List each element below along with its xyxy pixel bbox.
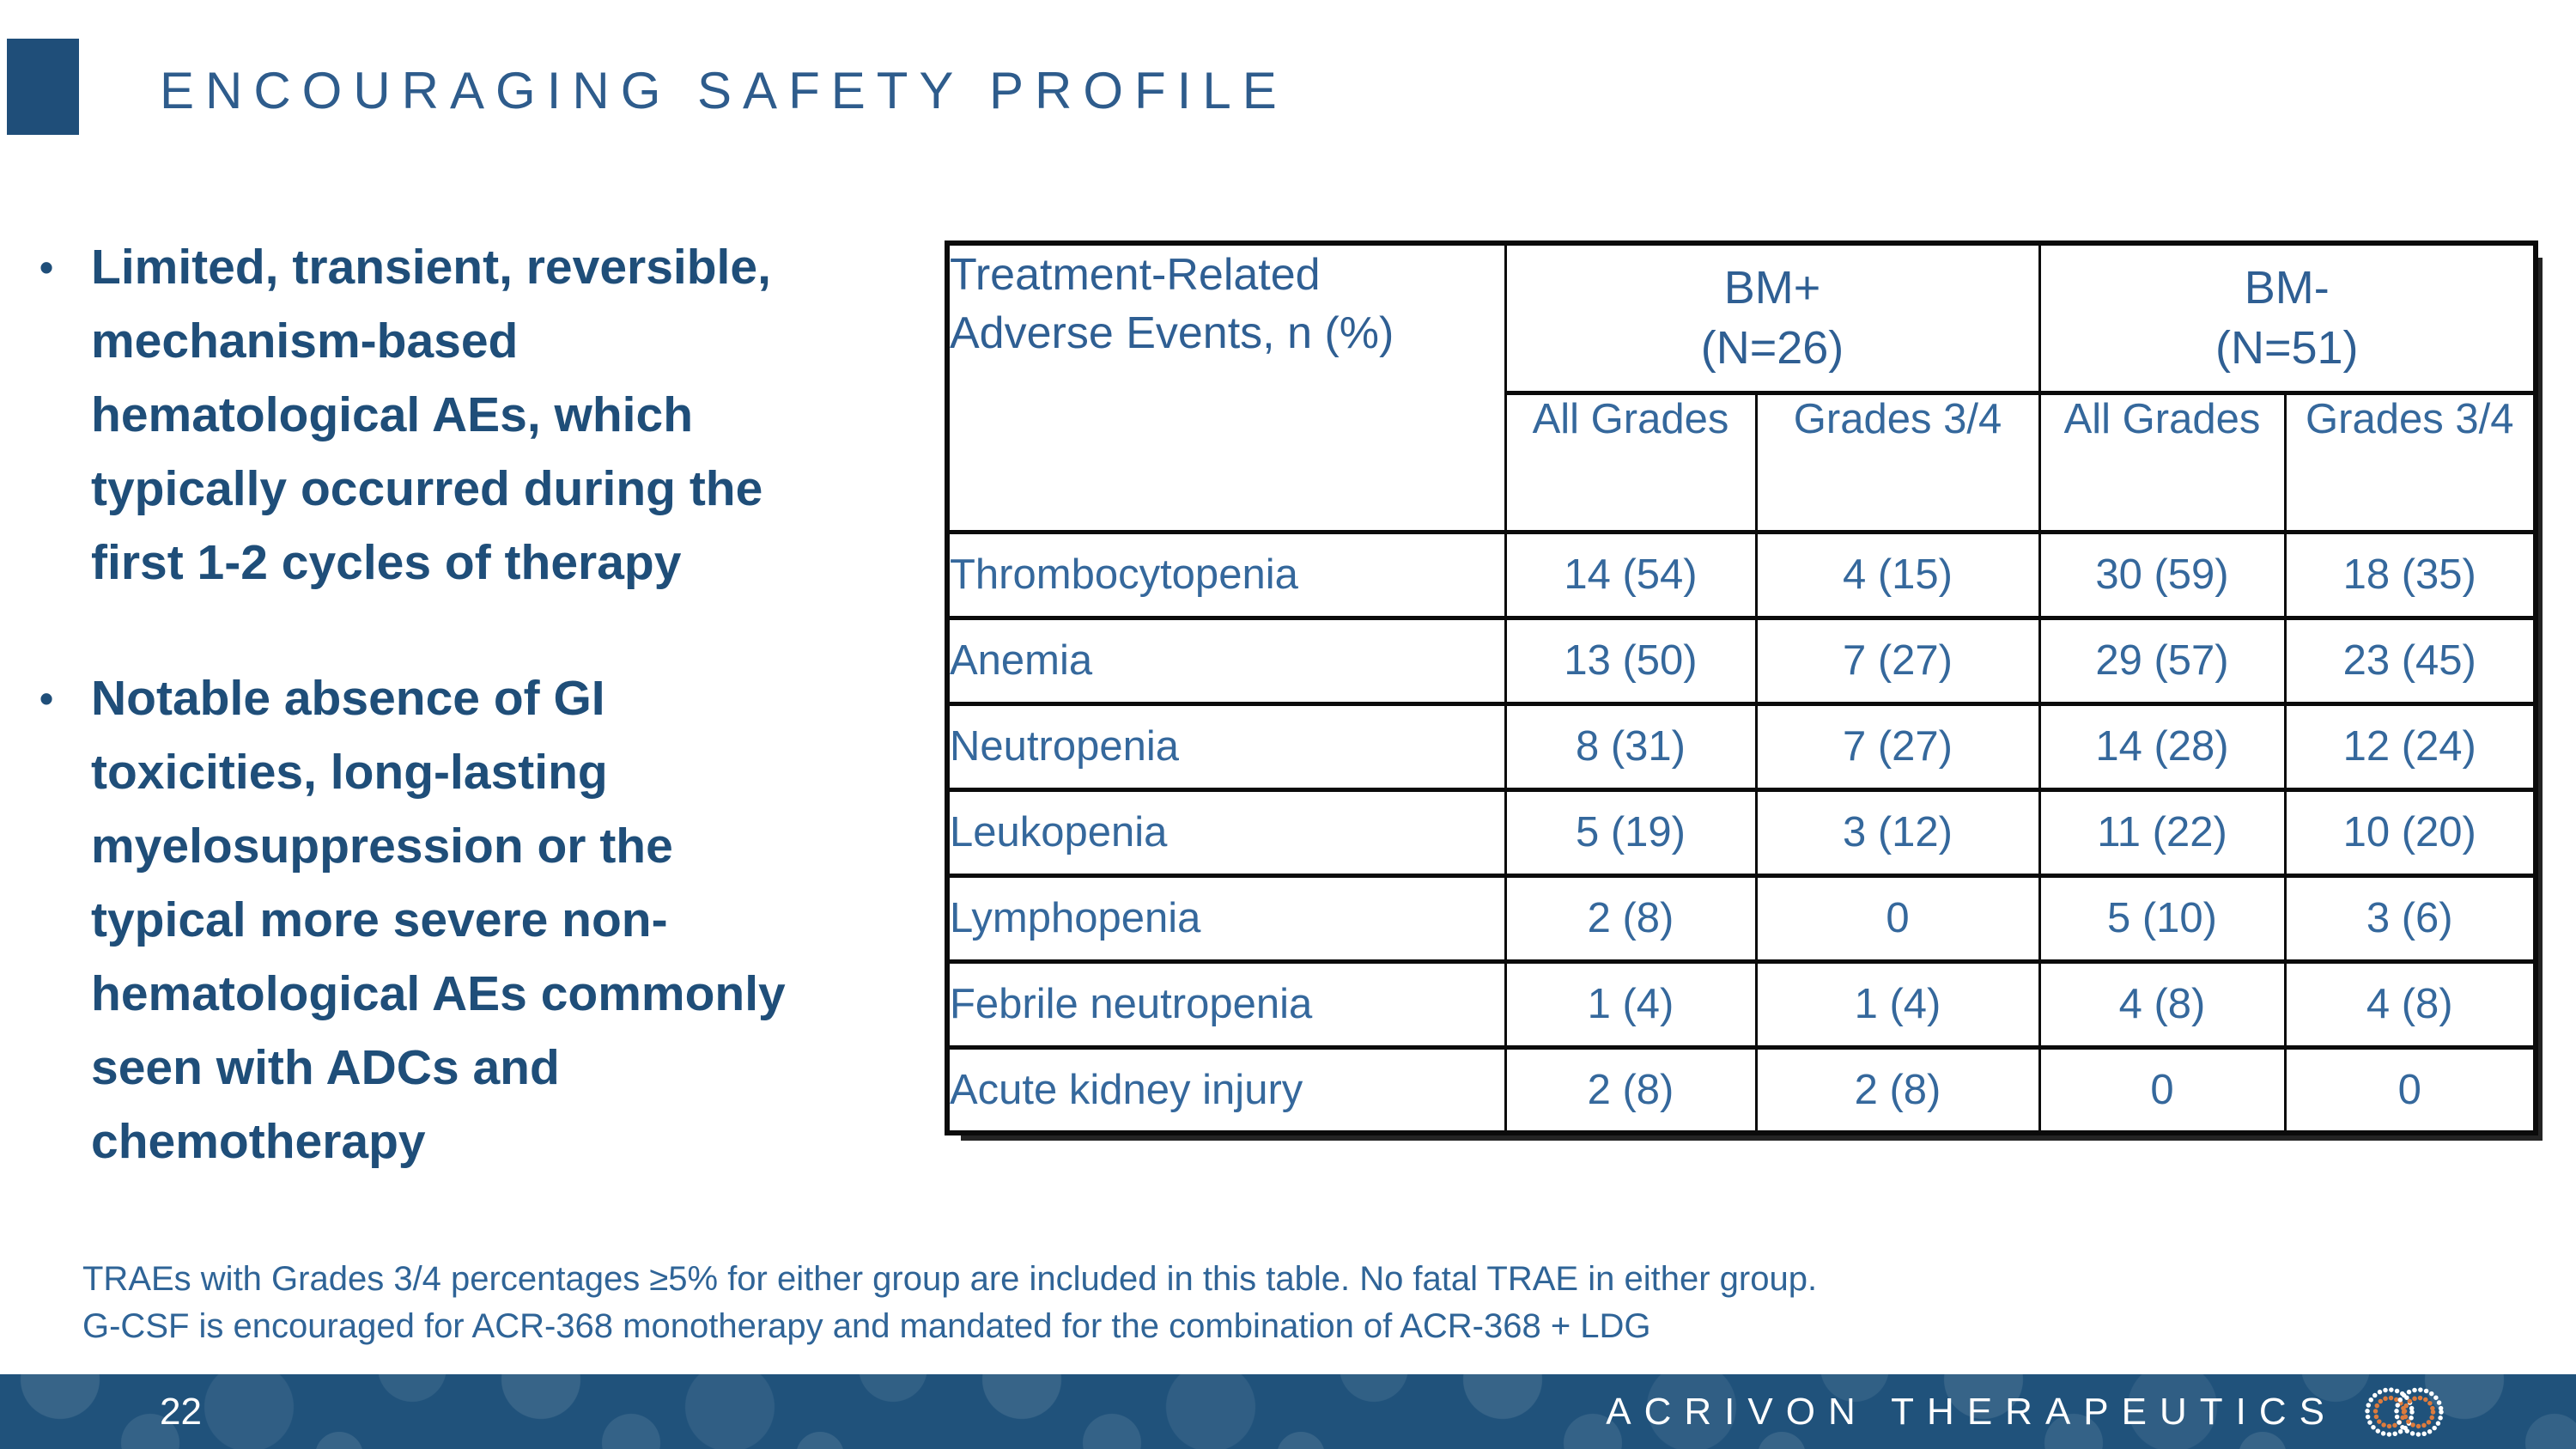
table-subheader-row: All Grades Grades 3/4 All Grades Grades …: [947, 393, 2536, 532]
subheader-cell: Grades 3/4: [2283, 393, 2536, 532]
group-header-bm-negative: BM- (N=51): [2038, 243, 2536, 393]
ae-label-cell: Anemia: [950, 637, 1093, 684]
ae-value-cell: 5 (10): [2038, 875, 2285, 961]
bullet-text: Notable absence of GI toxicities, long-l…: [91, 671, 786, 1169]
ae-value-cell: 18 (35): [2283, 532, 2536, 618]
bullet-marker-icon: •: [39, 676, 54, 721]
ae-value-cell: 4 (8): [2283, 961, 2536, 1047]
ae-value-cell: 12 (24): [2283, 703, 2536, 789]
ae-value-cell: 10 (20): [2283, 789, 2536, 875]
table-row: Leukopenia 5 (19) 3 (12) 11 (22) 10 (20): [947, 789, 2536, 875]
subheader-cell: All Grades: [2038, 393, 2285, 532]
ae-value-cell: 4 (15): [1754, 532, 2039, 618]
ae-value-cell: 23 (45): [2283, 618, 2536, 703]
ae-value-cell: 0: [2038, 1047, 2285, 1133]
ae-label-cell: Acute kidney injury: [950, 1066, 1303, 1113]
ae-value-cell: 4 (8): [2038, 961, 2285, 1047]
ae-value-cell: 11 (22): [2038, 789, 2285, 875]
ae-value-cell: 0: [1754, 875, 2039, 961]
footnote-line: TRAEs with Grades 3/4 percentages ≥5% fo…: [82, 1260, 1818, 1298]
subheader-cell: Grades 3/4: [1754, 393, 2039, 532]
table-group-header-row: Treatment-Related Adverse Events, n (%) …: [947, 243, 2536, 393]
ae-value-cell: 3 (12): [1754, 789, 2039, 875]
page-title: ENCOURAGING SAFETY PROFILE: [160, 62, 1288, 119]
subheader-cell: All Grades: [1504, 393, 1756, 532]
footer-bar: 22 ACRIVON THERAPEUTICS: [0, 1374, 2576, 1449]
corner-header-cell: Treatment-Related Adverse Events, n (%): [950, 250, 1394, 358]
title-accent-square: [7, 39, 79, 135]
bullet-text: Limited, transient, reversible, mechanis…: [91, 240, 771, 590]
ae-value-cell: 8 (31): [1504, 703, 1756, 789]
table-row: Neutropenia 8 (31) 7 (27) 14 (28) 12 (24): [947, 703, 2536, 789]
ae-label-cell: Neutropenia: [950, 723, 1179, 770]
table-row: Thrombocytopenia 14 (54) 4 (15) 30 (59) 18 (…: [947, 532, 2536, 618]
ae-label-cell: Lymphopenia: [950, 895, 1201, 941]
ae-value-cell: 29 (57): [2038, 618, 2285, 703]
page-number: 22: [160, 1391, 202, 1433]
footnotes: TRAEs with Grades 3/4 percentages ≥5% fo…: [82, 1256, 1817, 1350]
ae-value-cell: 13 (50): [1504, 618, 1756, 703]
ae-value-cell: 14 (28): [2038, 703, 2285, 789]
ae-value-cell: 2 (8): [1504, 1047, 1756, 1133]
ae-value-cell: 14 (54): [1504, 532, 1756, 618]
table-row: Febrile neutropenia 1 (4) 1 (4) 4 (8) 4 (8): [947, 961, 2536, 1047]
brand-lockup: ACRIVON THERAPEUTICS: [1606, 1374, 2449, 1449]
ae-value-cell: 2 (8): [1504, 875, 1756, 961]
dotted-rings-logo-icon: [2365, 1386, 2444, 1437]
ae-value-cell: 3 (6): [2283, 875, 2536, 961]
table-row: Acute kidney injury 2 (8) 2 (8) 0 0: [947, 1047, 2536, 1133]
footnote-line: G-CSF is encouraged for ACR-368 monother…: [82, 1307, 1651, 1345]
ae-value-cell: 1 (4): [1754, 961, 2039, 1047]
ae-value-cell: 2 (8): [1754, 1047, 2039, 1133]
ae-value-cell: 7 (27): [1754, 703, 2039, 789]
trae-table-body: Thrombocytopenia 14 (54) 4 (15) 30 (59) 18 (…: [947, 532, 2536, 1133]
ae-label-cell: Febrile neutropenia: [950, 981, 1313, 1027]
bullet-item: • Limited, transient, reversible, mechan…: [39, 230, 933, 600]
bullet-item: • Notable absence of GI toxicities, long…: [39, 661, 933, 1178]
ae-label-cell: Thrombocytopenia: [950, 551, 1298, 598]
trae-table: Treatment-Related Adverse Events, n (%) …: [945, 240, 2538, 1135]
ae-value-cell: 7 (27): [1754, 618, 2039, 703]
bullet-list: • Limited, transient, reversible, mechan…: [39, 230, 933, 1178]
trae-table-head: Treatment-Related Adverse Events, n (%) …: [947, 243, 2536, 532]
ae-value-cell: 30 (59): [2038, 532, 2285, 618]
brand-name: ACRIVON THERAPEUTICS: [1606, 1390, 2337, 1433]
ae-label-cell: Leukopenia: [950, 809, 1168, 855]
ae-value-cell: 5 (19): [1504, 789, 1756, 875]
ae-value-cell: 0: [2283, 1047, 2536, 1133]
table-row: Anemia 13 (50) 7 (27) 29 (57) 23 (45): [947, 618, 2536, 703]
bullet-marker-icon: •: [39, 245, 54, 289]
group-header-bm-positive: BM+ (N=26): [1504, 243, 2039, 393]
table-row: Lymphopenia 2 (8) 0 5 (10) 3 (6): [947, 875, 2536, 961]
ae-value-cell: 1 (4): [1504, 961, 1756, 1047]
